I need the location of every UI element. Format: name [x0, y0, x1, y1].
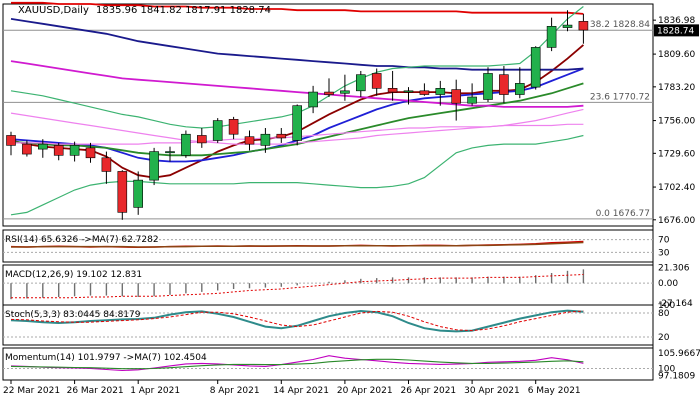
- date-tick-label: 22 Mar 2021: [3, 386, 60, 396]
- fib-level-label: 23.6 1770.72: [590, 92, 650, 102]
- candle-body: [133, 179, 143, 208]
- macd-tick-label: 0.00: [658, 279, 678, 289]
- date-tick-label: 26 Mar 2021: [67, 386, 124, 396]
- date-tick-label: 20 Apr 2021: [337, 386, 393, 396]
- rsi-line: [11, 241, 584, 248]
- candle-body: [244, 136, 255, 145]
- rsi-title: RSI(14) 65.6326 ->MA(7) 62.7282: [5, 235, 159, 245]
- rsi-tick-label: 30: [658, 248, 670, 258]
- candle-body: [6, 135, 16, 146]
- date-tick-label: 8 Apr 2021: [210, 386, 260, 396]
- candle-body: [165, 151, 175, 154]
- fib-level-label: 0.0 1676.77: [596, 209, 650, 219]
- momentum-tick-label: 100: [658, 364, 675, 374]
- stoch-title: Stoch(5,3,3) 83.0445 84.8179: [5, 310, 141, 320]
- date-tick-label: 26 Apr 2021: [401, 386, 457, 396]
- price-tick-label: 1702.40: [658, 183, 695, 193]
- price-tick-label: 1783.20: [658, 83, 695, 93]
- price-tick-label: 1676.00: [658, 216, 695, 226]
- candle-body: [514, 83, 525, 95]
- momentum-line: [10, 355, 584, 372]
- candle-body: [371, 73, 382, 89]
- price-tick-label: 1809.60: [658, 50, 695, 60]
- candle-body: [308, 91, 318, 108]
- price-tick-label: 1836.98: [658, 16, 695, 26]
- candle-body: [324, 91, 334, 95]
- candle-body: [499, 74, 509, 95]
- stoch-tick-label: 80: [658, 309, 670, 319]
- date-tick-label: 6 May 2021: [528, 386, 581, 396]
- chart-title: XAUUSD,Daily: [18, 5, 89, 16]
- current-price-tag: [654, 24, 699, 37]
- date-tick-label: 30 Apr 2021: [464, 386, 520, 396]
- momentum-tick-label: 105.9667: [658, 349, 700, 359]
- rsi-tick-label: 70: [658, 236, 670, 246]
- stoch-line: [10, 310, 584, 332]
- candle-body: [546, 26, 557, 48]
- moving-average-line: [11, 1, 584, 15]
- candle-body: [355, 74, 366, 92]
- macd-tick-label: -27.164: [658, 299, 693, 309]
- candle-body: [403, 90, 414, 93]
- candle-body: [578, 21, 589, 31]
- momentum-line: [10, 358, 584, 370]
- stoch-line: [10, 309, 584, 333]
- momentum-tick-label: 97.1809: [658, 372, 695, 382]
- candle-body: [467, 96, 477, 104]
- candle-body: [197, 135, 207, 144]
- date-tick-label: 14 Apr 2021: [273, 386, 329, 396]
- macd-signal-line: [11, 274, 584, 299]
- candle-body: [260, 133, 271, 146]
- candle-body: [37, 143, 48, 150]
- stoch-tick-label: 100: [658, 301, 675, 311]
- candle-body: [69, 145, 80, 156]
- fib-level-label: 38.2 1828.84: [590, 20, 650, 30]
- candle-body: [149, 151, 159, 181]
- price-tick-label: 1756.00: [658, 117, 695, 127]
- candle-body: [101, 157, 112, 172]
- candle-body: [340, 90, 350, 94]
- candle-body: [181, 133, 191, 156]
- momentum-title: Momentum(14) 101.9797 ->MA(7) 102.4504: [5, 353, 207, 363]
- candle-body: [451, 89, 462, 104]
- date-tick-label: 1 Apr 2021: [130, 386, 180, 396]
- stoch-tick-label: 20: [658, 333, 670, 343]
- candle-body: [53, 145, 64, 156]
- moving-average-line: [10, 18, 584, 71]
- candle-body: [483, 73, 493, 100]
- candle-body: [387, 88, 398, 93]
- current-price-label: 1828.74: [657, 26, 694, 36]
- macd-tick-label: 21.306: [658, 264, 690, 274]
- ohlc-readout: 1835.96 1841.82 1817.91 1828.74: [96, 5, 271, 16]
- candle-body: [85, 147, 96, 159]
- moving-average-line: [10, 60, 584, 108]
- candle-body: [292, 105, 303, 141]
- candle-body: [117, 171, 128, 213]
- candle-body: [562, 24, 573, 28]
- price-tick-label: 1729.60: [658, 149, 695, 159]
- candle-body: [530, 47, 541, 88]
- text-layer: XAUUSD,Daily 1835.96 1841.82 1817.91 182…: [3, 5, 700, 396]
- candle-body: [228, 119, 239, 135]
- candle-body: [435, 88, 446, 95]
- candle-body: [212, 120, 223, 141]
- macd-title: MACD(12,26,9) 19.102 12.831: [5, 270, 142, 280]
- plot-layer: [2, 1, 699, 384]
- candle-body: [22, 143, 32, 155]
- candle-body: [276, 133, 287, 139]
- candle-body: [419, 90, 430, 95]
